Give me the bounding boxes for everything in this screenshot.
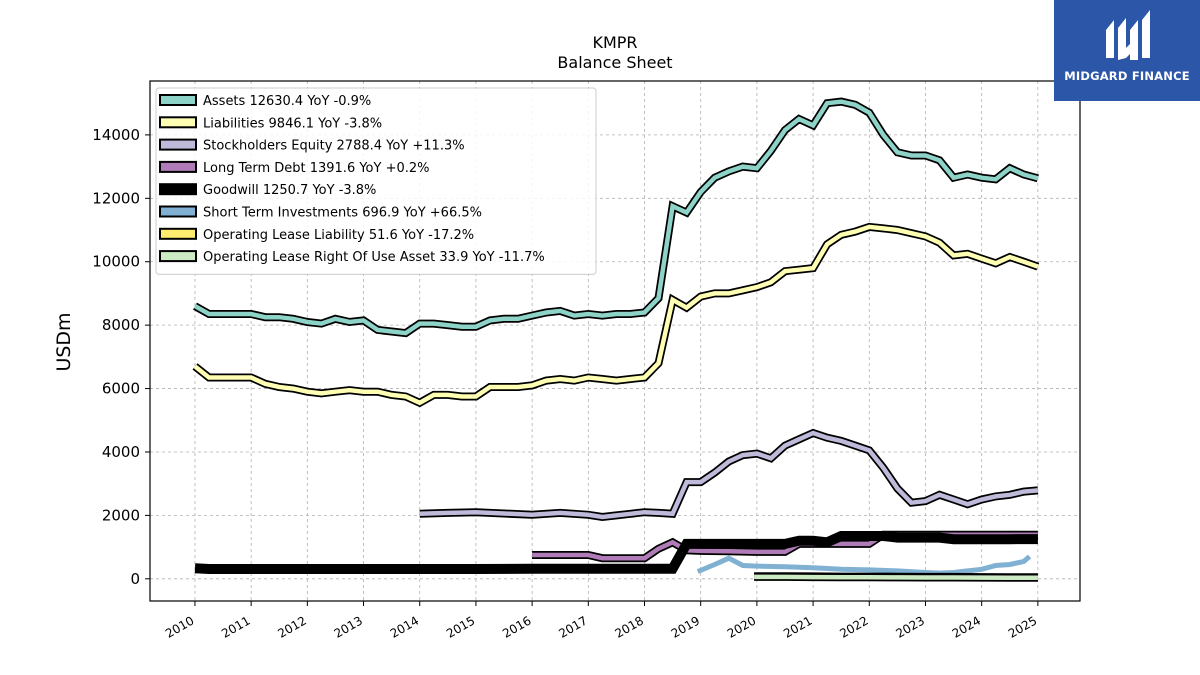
series-line (419, 430, 1039, 520)
x-tick-label: 2023 (894, 613, 927, 640)
x-tick-label: 2016 (500, 613, 533, 640)
legend-box (155, 87, 597, 275)
series-outline (194, 531, 1038, 574)
x-tick-label: 2012 (275, 613, 308, 640)
y-tick-label: 0 (130, 570, 140, 588)
legend-swatch (159, 205, 197, 218)
x-tick-label: 2024 (950, 613, 983, 640)
y-tick-label: 12000 (92, 189, 140, 207)
y-axis-label: USDm (53, 312, 75, 371)
legend-swatch (159, 183, 197, 196)
legend-swatch (159, 250, 197, 263)
brand-name: MIDGARD FINANCE (1064, 69, 1190, 83)
brand-mark-icon (1054, 0, 1200, 101)
legend-label: Long Term Debt 1391.6 YoY +0.2% (203, 161, 430, 176)
series-line (696, 554, 1032, 576)
legend-swatch (159, 116, 197, 129)
x-tick-label: 2022 (837, 613, 870, 640)
x-tick-label: 2020 (725, 613, 758, 640)
legend-label: Short Term Investments 696.9 YoY +66.5% (203, 206, 482, 221)
legend-label: Operating Lease Liability 51.6 YoY -17.2… (203, 228, 474, 243)
chart-title: KMPR (592, 33, 637, 52)
y-tick-label: 4000 (102, 443, 140, 461)
x-tick-label: 2018 (613, 613, 646, 640)
legend-label: Operating Lease Right Of Use Asset 33.9 … (203, 250, 545, 265)
y-tick-label: 8000 (102, 316, 140, 334)
x-tick-label: 2019 (669, 613, 702, 640)
legend-label: Liabilities 9846.1 YoY -3.8% (203, 116, 382, 131)
x-tick-label: 2010 (163, 613, 196, 640)
x-tick-label: 2025 (1006, 613, 1039, 640)
legend-label: Goodwill 1250.7 YoY -3.8% (203, 183, 376, 198)
y-tick-label: 6000 (102, 380, 140, 398)
series-line (193, 99, 1039, 336)
x-tick-label: 2011 (219, 613, 252, 640)
legend-swatch (159, 138, 197, 151)
x-tick-label: 2014 (388, 613, 421, 640)
legend-label: Stockholders Equity 2788.4 YoY +11.3% (203, 139, 465, 154)
plot-frame (149, 80, 1081, 602)
x-tick-label: 2015 (444, 613, 477, 640)
series-line (193, 224, 1039, 406)
x-tick-label: 2017 (556, 613, 589, 640)
series-line (754, 574, 1038, 580)
legend-swatch (159, 160, 197, 173)
x-tick-label: 2013 (332, 613, 365, 640)
brand-logo: MIDGARD FINANCE (1054, 0, 1200, 101)
y-tick-label: 2000 (102, 506, 140, 524)
x-tick-label: 2021 (781, 613, 814, 640)
y-tick-label: 14000 (92, 126, 140, 144)
chart-subtitle: Balance Sheet (557, 53, 672, 72)
legend-swatch (159, 227, 197, 240)
legend-swatch (159, 94, 197, 106)
legend-label: Assets 12630.4 YoY -0.9% (203, 94, 371, 109)
y-tick-label: 10000 (92, 253, 140, 271)
